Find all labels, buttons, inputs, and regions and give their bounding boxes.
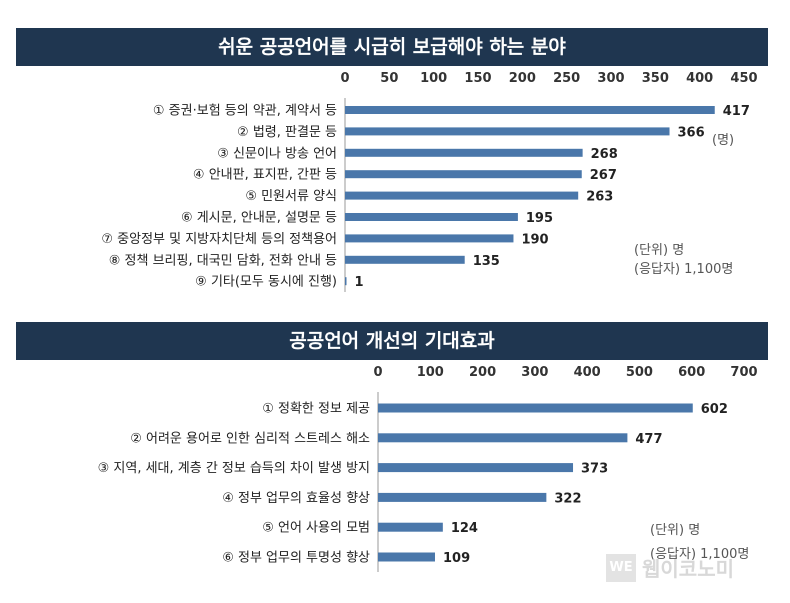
bar [345,255,465,264]
watermark: WE 웹이코노미 [606,553,734,582]
data-label: 477 [635,432,662,447]
chart-1-note-respondents: (응답자) 1,100명 [634,262,734,277]
chart-title-2: 공공언어 개선의 기대효과 [16,322,768,360]
category-label: ④ 안내판, 표지판, 간판 등 [193,168,337,183]
chart-2-note-respondents: (응답자) 1,100명 [650,547,750,562]
chart-1-unit-note: (명) [712,133,735,148]
bar [378,403,693,413]
x-tick-label: 100 [420,71,447,86]
x-tick-label: 50 [380,71,398,86]
bar [378,433,628,443]
x-tick-label: 450 [730,71,757,86]
x-tick-label: 200 [469,365,496,380]
data-label: 268 [591,147,618,162]
x-tick-label: 350 [642,71,669,86]
category-label: ③ 신문이나 방송 언어 [217,146,337,161]
bar [345,106,715,114]
category-label: ① 정확한 정보 제공 [262,402,370,417]
category-label: ③ 지역, 세대, 계층 간 정보 습득의 차이 발생 방지 [98,461,370,476]
category-label: ⑧ 정책 브리핑, 대국민 담화, 전화 안내 등 [109,253,337,268]
category-label: ⑥ 게시문, 안내문, 설명문 등 [181,211,337,226]
x-tick-label: 250 [553,71,580,86]
bar [345,191,579,200]
x-tick-label: 700 [730,365,757,380]
data-label: 322 [554,491,581,506]
watermark-text: 웹이코노미 [642,557,734,581]
watermark-logo-icon: WE [606,553,636,582]
chart-2-note-unit: (단위) 명 [650,523,701,538]
x-tick-label: 300 [597,71,624,86]
bar [345,170,582,179]
category-label: ④ 정부 업무의 효율성 향상 [222,491,370,506]
data-label: 602 [701,402,728,417]
x-tick-label: 150 [464,71,491,86]
data-label: 417 [723,104,750,119]
bar [345,127,670,136]
chart-title-1: 쉬운 공공언어를 시급히 보급해야 하는 분야 [16,28,768,66]
data-label: 190 [521,232,548,247]
data-label: 263 [586,190,613,205]
bar [345,213,518,221]
data-label: 109 [443,551,470,566]
data-label: 1 [355,275,364,290]
bar [378,522,443,532]
category-label: ⑤ 민원서류 양식 [245,189,337,204]
x-tick-label: 100 [417,365,444,380]
x-tick-label: 0 [373,365,382,380]
bar [345,234,514,243]
category-label: ⑤ 언어 사용의 모범 [262,521,370,536]
chart-1-note-unit: (단위) 명 [634,243,685,258]
category-label: ⑥ 정부 업무의 투명성 향상 [222,551,370,566]
category-label: ⑦ 중앙정부 및 지방자치단체 등의 정책용어 [101,232,337,247]
category-label: ② 어려운 용어로 인한 심리적 스트레스 해소 [130,431,370,446]
bar [345,277,347,286]
chart-1-svg: 0 50 100 150 200 250 300 350 400 450 ① 증권·보험 등의 약관… [101,71,758,292]
x-tick-label: 0 [340,71,349,86]
x-tick-label: 200 [509,71,536,86]
x-tick-label: 300 [521,365,548,380]
data-label: 366 [678,125,705,140]
category-label: ⑨ 기타(모두 동시에 진행) [195,274,337,290]
bar [378,492,547,502]
x-tick-label: 500 [626,365,653,380]
data-label: 124 [451,521,478,536]
x-tick-label: 400 [574,365,601,380]
data-label: 267 [590,168,617,183]
x-tick-label: 400 [686,71,713,86]
bar [378,552,435,562]
bar [378,463,574,473]
chart-panel-1: 쉬운 공공언어를 시급히 보급해야 하는 분야 0 50 100 150 200 250 3… [0,0,790,300]
x-tick-label: 600 [678,365,705,380]
bar [345,148,583,157]
data-label: 195 [526,211,553,226]
category-label: ② 법령, 판결문 등 [237,125,337,140]
data-label: 135 [473,254,500,269]
category-label: ① 증권·보험 등의 약관, 계약서 등 [153,104,337,119]
data-label: 373 [581,462,608,477]
